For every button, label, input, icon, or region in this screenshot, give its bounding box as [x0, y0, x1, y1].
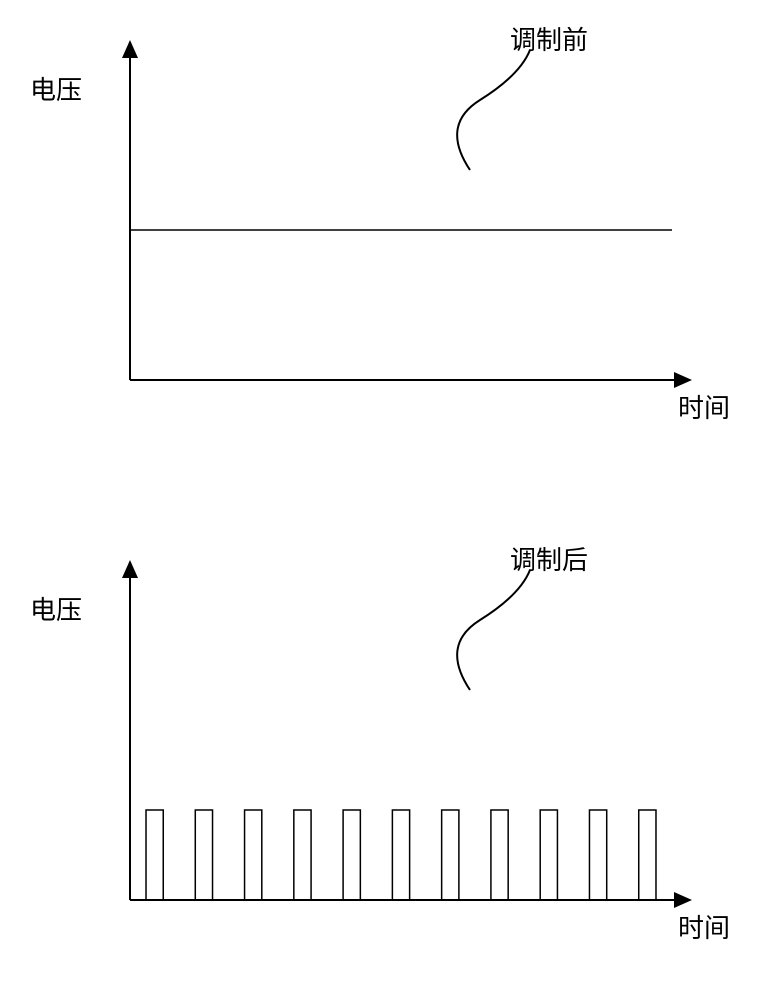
callout-curve — [457, 570, 530, 690]
y-axis-arrow — [122, 40, 138, 58]
x-axis-label: 时间 — [678, 908, 730, 945]
chart-svg — [40, 560, 700, 940]
chart-title: 调制后 — [510, 540, 588, 577]
callout-curve — [457, 50, 530, 170]
x-axis-label: 时间 — [678, 388, 730, 425]
chart-after-modulation: 电压 时间 调制后 — [40, 560, 700, 940]
signal-square-wave — [130, 810, 672, 900]
x-axis-arrow — [674, 372, 692, 388]
y-axis-label: 电压 — [30, 70, 82, 107]
y-axis-label: 电压 — [30, 590, 82, 627]
x-axis-arrow — [674, 892, 692, 908]
y-axis-arrow — [122, 560, 138, 578]
chart-before-modulation: 电压 时间 调制前 — [40, 40, 700, 420]
chart-title: 调制前 — [510, 20, 588, 57]
chart-svg — [40, 40, 700, 420]
